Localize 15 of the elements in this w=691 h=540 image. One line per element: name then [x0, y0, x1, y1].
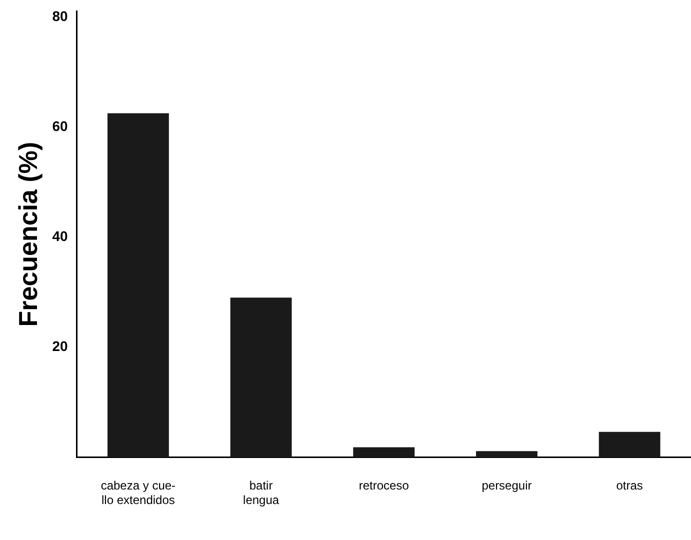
x-tick-label: otras: [616, 478, 643, 493]
y-axis-title: Frecuencia (%): [12, 142, 43, 327]
x-tick-label: cabeza y cue- llo extendidos: [100, 478, 176, 508]
y-tick-label: 80: [52, 8, 68, 24]
bar: [598, 432, 660, 458]
x-tick-label: perseguir: [482, 478, 532, 493]
bar: [107, 113, 169, 458]
bar: [230, 298, 292, 458]
x-tick-label: retroceso: [358, 478, 410, 493]
bar: [353, 447, 415, 458]
y-tick-label: 60: [52, 118, 68, 134]
y-tick-label: 40: [52, 228, 68, 244]
x-tick-label: batir lengua: [243, 478, 280, 508]
bar: [476, 451, 538, 458]
y-tick-label: 20: [52, 338, 68, 354]
